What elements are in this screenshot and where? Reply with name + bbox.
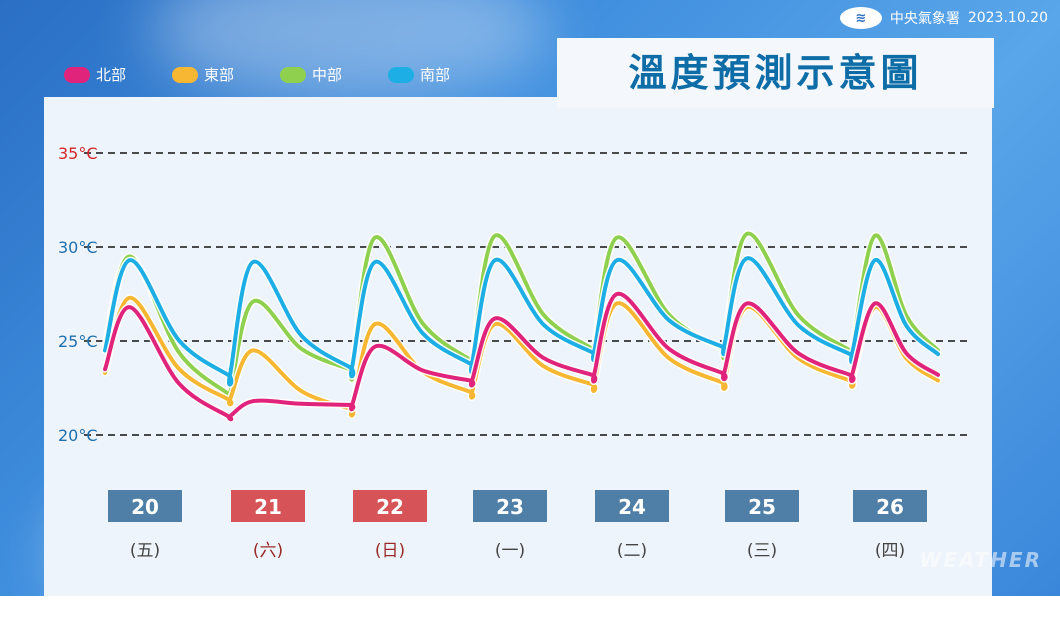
day-box bbox=[231, 490, 305, 522]
day-weekday: (二) bbox=[617, 541, 647, 561]
day-date: 22 bbox=[376, 495, 404, 519]
watermark: WEATHER bbox=[919, 548, 1042, 572]
day-box bbox=[108, 490, 182, 522]
legend-item-south: 南部 bbox=[388, 64, 496, 85]
legend-swatch bbox=[388, 66, 414, 83]
series-line-central bbox=[103, 231, 940, 405]
legend-label: 中部 bbox=[312, 66, 343, 84]
day-weekday: (三) bbox=[747, 541, 777, 561]
y-tick-label: 25°C bbox=[58, 332, 98, 351]
legend-swatch bbox=[172, 66, 198, 83]
day-date: 20 bbox=[131, 495, 159, 519]
title-box bbox=[557, 38, 994, 108]
day-box bbox=[595, 490, 669, 522]
legend-item-east: 東部 bbox=[172, 64, 280, 85]
day-box bbox=[853, 490, 927, 522]
day-box bbox=[473, 490, 547, 522]
day-box bbox=[725, 490, 799, 522]
day-date: 23 bbox=[496, 495, 524, 519]
legend-swatch bbox=[64, 66, 90, 83]
day-weekday: (日) bbox=[375, 541, 405, 561]
day-date: 24 bbox=[618, 495, 646, 519]
day-box bbox=[353, 490, 427, 522]
day-weekday: (五) bbox=[130, 541, 160, 561]
y-tick-label: 20°C bbox=[58, 426, 98, 445]
legend: 北部 東部 中部 南部 bbox=[64, 64, 496, 85]
issue-date: 2023.10.20 bbox=[967, 10, 1048, 26]
legend-swatch bbox=[280, 66, 306, 83]
y-tick-label: 30°C bbox=[58, 238, 98, 257]
agency-name: 中央氣象署 bbox=[889, 11, 960, 27]
day-weekday: (六) bbox=[253, 541, 283, 561]
day-weekday: (四) bbox=[875, 541, 905, 561]
legend-item-central: 中部 bbox=[280, 64, 388, 85]
chart-title: 溫度預測示意圖 bbox=[628, 51, 923, 95]
legend-label: 北部 bbox=[96, 66, 127, 84]
source-header: ≋ 中央氣象署 2023.10.20 bbox=[839, 6, 1048, 30]
day-date: 25 bbox=[748, 495, 776, 519]
cwa-logo-icon: ≋ bbox=[839, 7, 882, 29]
series-line-south bbox=[103, 256, 940, 387]
legend-label: 南部 bbox=[420, 66, 451, 84]
temperature-chart: 35°C 30°C 25°C 20°C 20 (五) 21 (六) 22 (日) 23 (一) 24 (二… bbox=[58, 144, 972, 561]
day-weekday: (一) bbox=[495, 541, 525, 561]
y-tick-label: 35°C bbox=[58, 144, 98, 163]
series-line-east bbox=[103, 295, 940, 418]
day-date: 26 bbox=[876, 495, 904, 519]
series-line-north bbox=[103, 291, 940, 422]
legend-label: 東部 bbox=[204, 66, 235, 84]
day-date: 21 bbox=[254, 495, 282, 519]
legend-item-north: 北部 bbox=[64, 64, 172, 85]
